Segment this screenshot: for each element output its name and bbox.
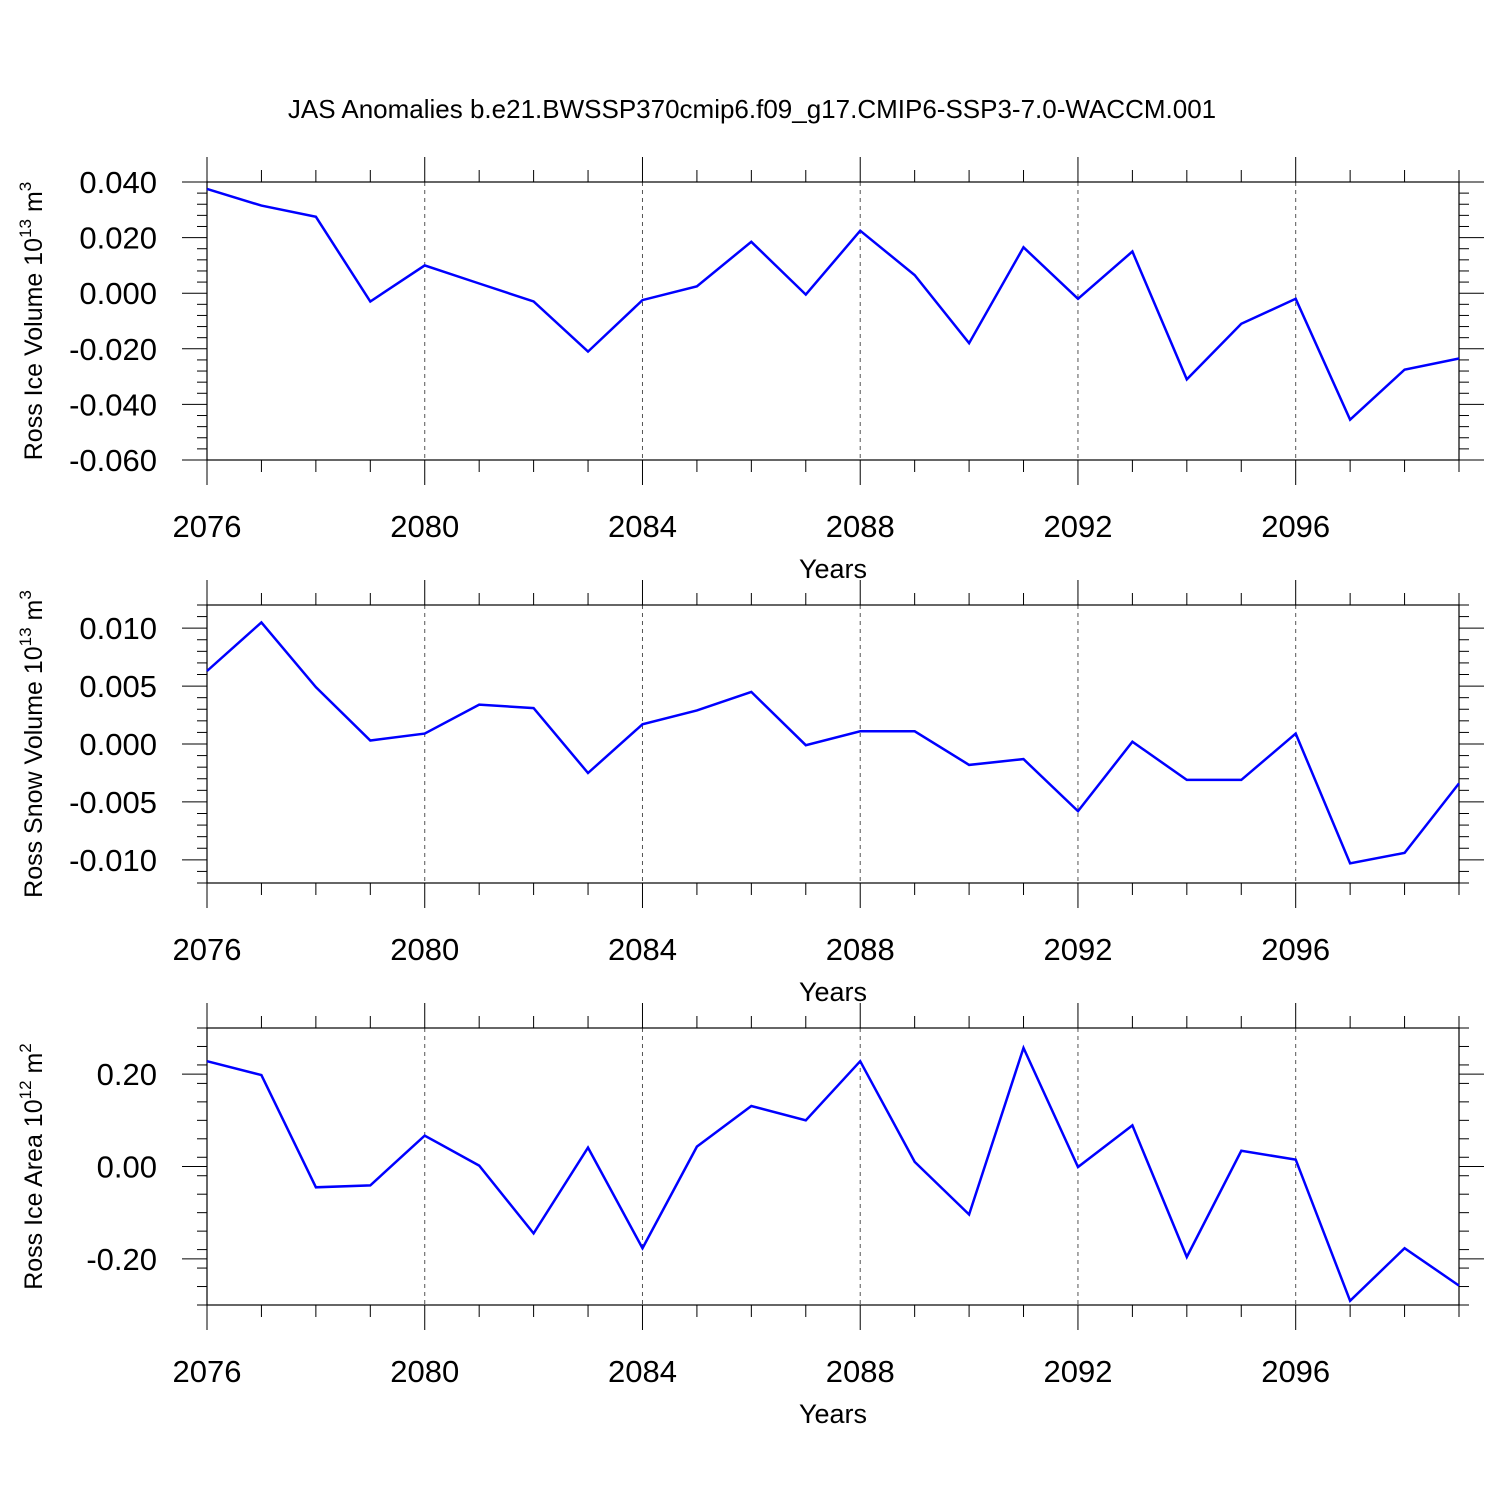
x-tick-label: 2088 <box>826 1354 895 1389</box>
y-tick-label: -0.020 <box>69 332 157 367</box>
series-line <box>206 187 1460 422</box>
y-tick-label: -0.005 <box>69 785 157 820</box>
x-tick-label: 2076 <box>173 1354 242 1389</box>
plot-frame <box>206 1027 1460 1306</box>
x-tick-label: 2096 <box>1261 932 1330 967</box>
chart-title: JAS Anomalies b.e21.BWSSP370cmip6.f09_g1… <box>288 94 1216 124</box>
panels: 0.040 0.020 0.000 -0.020 -0.040 -0.060 2076 208… <box>16 157 1484 1429</box>
x-tick-label: 2092 <box>1043 932 1112 967</box>
y-axis-label: Ross Ice Area 1012 m2 <box>16 1043 48 1290</box>
panel-3: 0.20 0.00 -0.20 2076 2080 2084 2088 2092 2096 Yea… <box>16 1003 1484 1429</box>
y-tick-label: 0.000 <box>79 727 157 762</box>
x-tick-label: 2084 <box>608 1354 677 1389</box>
x-axis-label: Years <box>799 1399 867 1429</box>
panel-1: 0.040 0.020 0.000 -0.020 -0.040 -0.060 2076 208… <box>16 157 1484 584</box>
y-tick-label: -0.010 <box>69 843 157 878</box>
x-tick-label: 2096 <box>1261 1354 1330 1389</box>
y-tick-label: 0.000 <box>79 276 157 311</box>
y-axis-label: Ross Snow Volume 1013 m3 <box>16 590 48 898</box>
y-tick-label: -0.060 <box>69 443 157 478</box>
y-tick-label: 0.020 <box>79 221 157 256</box>
x-tick-label: 2080 <box>390 509 459 544</box>
x-tick-label: 2076 <box>173 509 242 544</box>
x-tick-label: 2092 <box>1043 1354 1112 1389</box>
series-line <box>206 1044 1460 1304</box>
x-tick-label: 2092 <box>1043 509 1112 544</box>
x-tick-label: 2080 <box>390 1354 459 1389</box>
x-tick-label: 2076 <box>173 932 242 967</box>
y-tick-label: 0.00 <box>97 1150 157 1185</box>
x-axis-label: Years <box>799 554 867 584</box>
y-tick-label: -0.20 <box>86 1242 157 1277</box>
y-tick-label: 0.010 <box>79 611 157 646</box>
x-tick-label: 2088 <box>826 509 895 544</box>
x-tick-label: 2080 <box>390 932 459 967</box>
x-tick-label: 2084 <box>608 932 677 967</box>
plot-frame <box>206 181 1460 461</box>
y-tick-label: -0.040 <box>69 387 157 422</box>
series-line <box>206 620 1460 865</box>
x-tick-label: 2084 <box>608 509 677 544</box>
x-tick-label: 2088 <box>826 932 895 967</box>
plot-frame <box>206 604 1460 884</box>
y-tick-label: 0.005 <box>79 669 157 704</box>
y-axis-label: Ross Ice Volume 1013 m3 <box>16 182 48 461</box>
y-tick-label: 0.040 <box>79 165 157 200</box>
y-tick-label: 0.20 <box>97 1057 157 1092</box>
x-tick-label: 2096 <box>1261 509 1330 544</box>
panel-2: 0.010 0.005 0.000 -0.005 -0.010 2076 2080 2084 2… <box>16 580 1484 1007</box>
x-axis-label: Years <box>799 977 867 1007</box>
